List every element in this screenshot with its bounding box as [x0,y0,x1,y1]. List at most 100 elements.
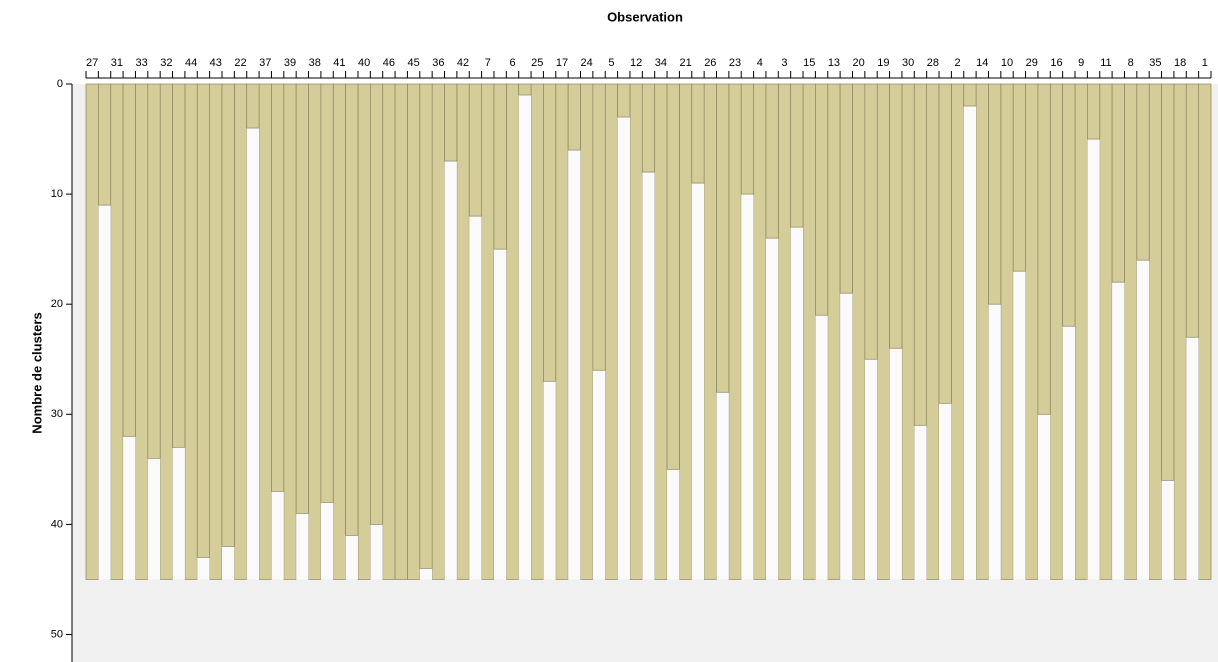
merge-bar [913,83,928,426]
merge-bar [641,83,656,173]
x-tick-label: 7 [485,57,491,69]
merge-bar [196,83,210,558]
gap-background [691,84,705,580]
observation-column [357,83,371,580]
gap-background [1087,84,1100,580]
merge-bar [271,83,285,492]
observation-column [184,83,198,580]
x-tick-label: 27 [86,57,98,69]
observation-column [258,83,272,580]
y-tick-label: 40 [51,518,63,530]
merge-bar [963,83,977,107]
merge-bar [765,83,779,239]
merge-bar [864,83,878,360]
observation-column [654,83,668,580]
observation-column [1049,83,1063,580]
merge-bar [1185,83,1199,338]
x-tick-label: 29 [1026,57,1038,69]
x-tick-label: 44 [185,57,197,69]
merge-bar [988,83,1002,305]
x-tick-label: 1 [1202,57,1208,69]
merge-bar [1136,83,1150,261]
observation-column [135,83,149,580]
x-tick-label: 35 [1149,57,1161,69]
x-tick-label: 21 [679,57,691,69]
x-tick-label: 38 [309,57,321,69]
observation-column [555,83,569,580]
merge-bar [716,83,730,393]
observation-column [1198,83,1212,580]
x-tick-label: 2 [955,57,961,69]
merge-bar [1161,83,1175,481]
observation-column [753,83,767,580]
observation-column [481,83,495,580]
merge-bar [172,83,186,448]
chart-title: Observation [607,9,683,24]
x-tick-label: 33 [136,57,148,69]
merge-bar [1037,83,1051,415]
x-tick-label: 43 [210,57,222,69]
merge-bar [98,83,112,206]
merge-bar [369,83,384,525]
x-tick-label: 12 [630,57,642,69]
y-axis-label: Nombre de clusters [29,312,44,433]
observation-column [604,83,618,580]
merge-bar [122,83,136,437]
x-tick-label: 3 [781,57,787,69]
merge-bar [1012,83,1026,272]
observation-column [431,83,445,580]
observation-column [926,83,940,580]
observation-column [580,83,594,580]
gap-background [617,84,630,580]
x-tick-label: 42 [457,57,469,69]
x-tick-label: 11 [1100,57,1111,69]
observation-column [159,83,173,580]
merge-bar [543,83,557,382]
merge-bar [493,83,507,250]
merge-bar [246,83,260,129]
x-tick-label: 13 [828,57,840,69]
gap-background [518,84,532,580]
gap-background [98,84,111,580]
observation-column [1099,83,1113,580]
merge-bar [468,83,482,217]
observation-column [505,83,520,580]
gap-background [963,84,977,580]
gap-background [246,84,260,580]
merge-bar [221,83,235,547]
observation-column [703,83,717,580]
y-tick-label: 30 [51,408,63,420]
x-tick-label: 30 [902,57,914,69]
merge-bar [419,83,433,569]
observation-column [1025,83,1039,580]
x-tick-label: 22 [234,57,246,69]
gap-background [444,84,457,580]
merge-bar [147,83,161,459]
x-tick-label: 6 [509,57,515,69]
merge-bar [1111,83,1125,283]
x-tick-label: 46 [383,57,395,69]
x-tick-label: 36 [432,57,444,69]
observation-column [901,83,915,580]
x-tick-label: 26 [704,57,716,69]
observation-column [1074,83,1088,580]
observation-column [827,83,841,580]
x-tick-label: 16 [1050,57,1062,69]
observation-column [802,83,816,580]
observation-column [382,83,396,580]
observation-column [110,83,124,580]
observation-column [1148,83,1162,580]
merge-bar [1087,83,1101,140]
y-tick-label: 0 [57,78,63,90]
x-tick-label: 34 [655,57,667,69]
x-tick-label: 28 [927,57,939,69]
x-tick-label: 31 [111,57,123,69]
observation-column [1124,83,1138,580]
merge-bar [345,83,359,536]
x-tick-label: 32 [160,57,172,69]
observation-column [456,83,470,580]
x-tick-label: 5 [608,57,614,69]
merge-bar [815,83,829,316]
merge-bar [320,83,334,503]
